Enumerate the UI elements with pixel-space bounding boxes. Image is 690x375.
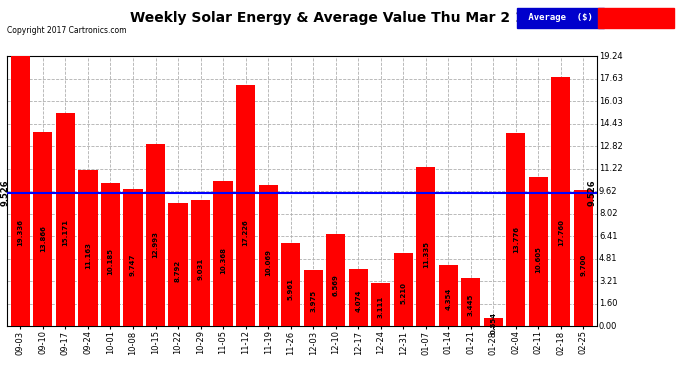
Bar <box>191 200 210 326</box>
Bar <box>393 253 413 326</box>
Bar <box>326 234 345 326</box>
Text: 11.163: 11.163 <box>85 242 91 269</box>
Text: 11.335: 11.335 <box>423 241 428 268</box>
Text: 6.41: 6.41 <box>599 232 618 241</box>
Text: Copyright 2017 Cartronics.com: Copyright 2017 Cartronics.com <box>7 26 126 35</box>
Text: 0.00: 0.00 <box>599 322 618 331</box>
Bar <box>348 269 368 326</box>
Text: 3.21: 3.21 <box>599 277 618 286</box>
Bar <box>168 203 188 326</box>
Text: 17.63: 17.63 <box>599 74 623 83</box>
Text: 3.111: 3.111 <box>377 296 384 318</box>
Text: 9.62: 9.62 <box>599 187 618 196</box>
Bar <box>259 185 277 326</box>
Bar <box>213 181 233 326</box>
Text: 9.747: 9.747 <box>130 254 136 276</box>
Bar <box>439 265 457 326</box>
Text: 4.81: 4.81 <box>599 254 618 263</box>
Bar <box>33 132 52 326</box>
Text: 9.700: 9.700 <box>580 254 586 276</box>
Text: 3.975: 3.975 <box>310 290 316 312</box>
Bar <box>79 170 97 326</box>
Text: 5.210: 5.210 <box>400 282 406 304</box>
Bar <box>124 189 143 326</box>
Text: 9.526: 9.526 <box>587 179 597 206</box>
Bar <box>461 278 480 326</box>
Text: 10.605: 10.605 <box>535 246 542 273</box>
Text: 10.368: 10.368 <box>220 247 226 274</box>
Bar <box>506 133 525 326</box>
Bar <box>56 113 75 326</box>
Bar <box>236 84 255 326</box>
Text: 13.776: 13.776 <box>513 226 519 253</box>
Text: 10.069: 10.069 <box>265 249 271 276</box>
Bar <box>529 177 548 326</box>
Text: 9.526: 9.526 <box>1 179 10 206</box>
Text: Daily  ($): Daily ($) <box>604 13 668 22</box>
Text: 4.074: 4.074 <box>355 289 361 312</box>
Text: 17.226: 17.226 <box>243 219 248 246</box>
Bar <box>574 190 593 326</box>
Text: 4.354: 4.354 <box>445 288 451 310</box>
Text: 16.03: 16.03 <box>599 97 623 106</box>
Text: 12.82: 12.82 <box>599 142 622 151</box>
Bar <box>146 144 165 326</box>
Text: 11.22: 11.22 <box>599 164 622 173</box>
Text: 6.569: 6.569 <box>333 274 339 296</box>
Text: 9.031: 9.031 <box>197 258 204 280</box>
Text: 14.43: 14.43 <box>599 119 622 128</box>
Bar <box>281 243 300 326</box>
Text: 15.171: 15.171 <box>62 219 68 246</box>
Bar <box>101 183 120 326</box>
Text: 19.336: 19.336 <box>17 219 23 246</box>
Bar <box>551 77 571 326</box>
Text: 0.554: 0.554 <box>491 312 496 334</box>
Text: 3.445: 3.445 <box>468 293 474 316</box>
Bar <box>484 318 503 326</box>
Text: 13.866: 13.866 <box>40 225 46 252</box>
Text: 8.02: 8.02 <box>599 209 618 218</box>
Text: 19.24: 19.24 <box>599 52 622 61</box>
Text: 17.760: 17.760 <box>558 219 564 246</box>
Bar <box>416 167 435 326</box>
Text: Average  ($): Average ($) <box>523 13 598 22</box>
Bar <box>304 270 323 326</box>
Text: 5.961: 5.961 <box>288 278 294 300</box>
Text: 8.792: 8.792 <box>175 260 181 282</box>
Text: 1.60: 1.60 <box>599 299 618 308</box>
Bar <box>11 55 30 326</box>
Text: 10.185: 10.185 <box>108 248 113 275</box>
Text: Weekly Solar Energy & Average Value Thu Mar 2 17:47: Weekly Solar Energy & Average Value Thu … <box>130 11 560 25</box>
Text: 12.993: 12.993 <box>152 231 159 258</box>
Bar <box>371 283 391 326</box>
